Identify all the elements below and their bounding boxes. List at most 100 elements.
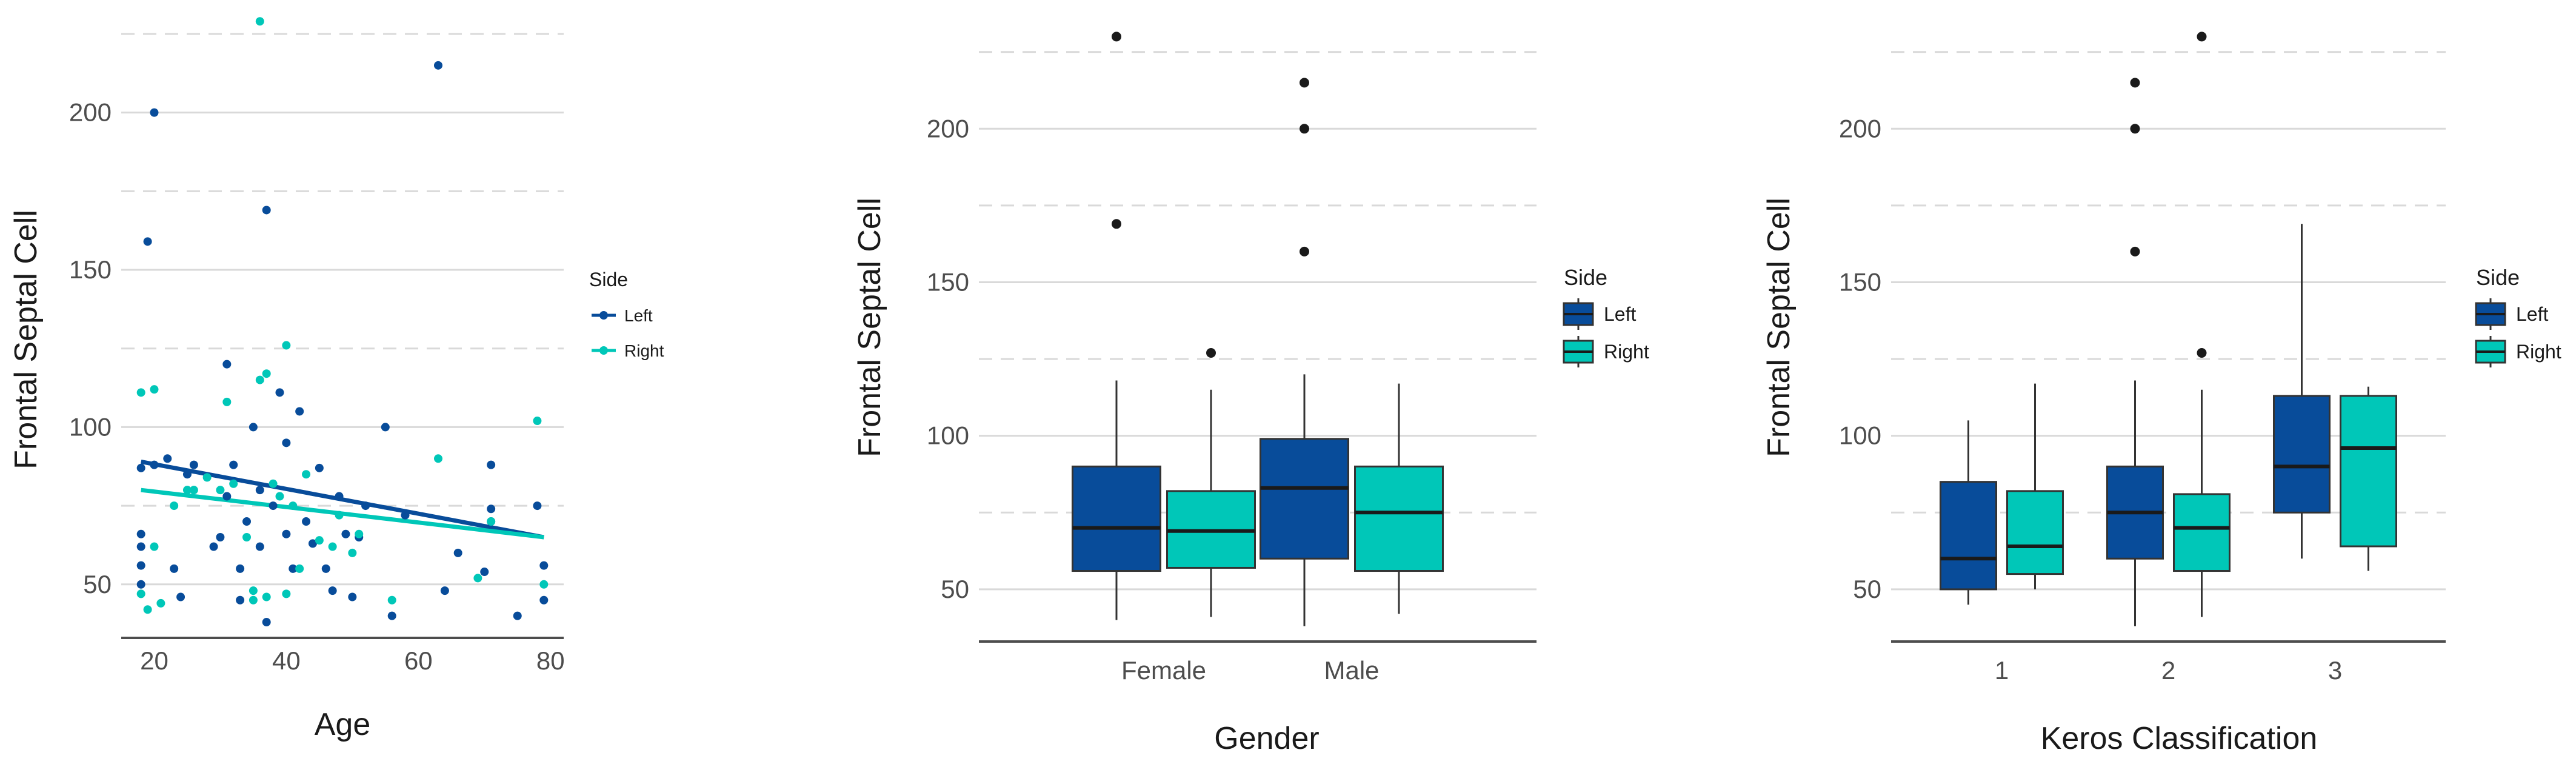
point-right bbox=[143, 605, 152, 614]
y-tick-label: 200 bbox=[69, 98, 112, 127]
outlier-male-left bbox=[1300, 246, 1309, 256]
point-right bbox=[170, 501, 179, 511]
point-left bbox=[289, 564, 298, 573]
point-right bbox=[182, 486, 192, 495]
point-right bbox=[222, 397, 232, 406]
point-left bbox=[136, 542, 145, 551]
point-left bbox=[321, 564, 330, 573]
box-male-right bbox=[1354, 465, 1444, 572]
age-scatter-trend-lines bbox=[141, 460, 544, 540]
outlier-2-left bbox=[2130, 246, 2140, 256]
keros-boxplot-legend: Side Left Right bbox=[2475, 265, 2561, 367]
gender-boxplot-grid bbox=[979, 51, 1537, 591]
point-right bbox=[487, 517, 496, 526]
point-right bbox=[150, 385, 159, 394]
point-left bbox=[302, 517, 311, 526]
age-scatter-x-ticks: 20 40 60 80 bbox=[140, 646, 564, 675]
point-right bbox=[282, 341, 291, 350]
box-male-left bbox=[1260, 438, 1349, 560]
y-tick-label: 100 bbox=[69, 412, 112, 441]
x-tick-label: 3 bbox=[2328, 656, 2342, 685]
point-left bbox=[216, 532, 225, 541]
x-tick-label: Male bbox=[1324, 656, 1379, 685]
point-right bbox=[216, 486, 225, 495]
point-right bbox=[473, 574, 482, 583]
point-left bbox=[328, 586, 337, 595]
y-tick-label: 100 bbox=[1839, 421, 1881, 450]
outlier-2-right bbox=[2197, 347, 2207, 358]
keros-boxplot-x-title: Keros Classification bbox=[2041, 721, 2318, 756]
legend-label-left: Left bbox=[1604, 303, 1636, 325]
point-left bbox=[533, 501, 542, 511]
box-1-right bbox=[2006, 490, 2064, 575]
point-right bbox=[295, 564, 304, 573]
point-right bbox=[242, 532, 252, 541]
point-left bbox=[539, 595, 549, 605]
point-left bbox=[295, 407, 304, 416]
point-left bbox=[150, 108, 159, 117]
keros-boxplot-x-ticks: 1 2 3 bbox=[1995, 656, 2342, 685]
x-tick-label: Female bbox=[1121, 656, 1206, 685]
point-right bbox=[255, 375, 264, 384]
point-left bbox=[282, 529, 291, 538]
point-left bbox=[136, 463, 145, 472]
outlier-female-right bbox=[1206, 347, 1216, 358]
age-scatter-y-ticks: 50 100 150 200 bbox=[69, 98, 112, 598]
point-left bbox=[308, 539, 317, 548]
point-right bbox=[328, 542, 337, 551]
point-right bbox=[315, 536, 324, 545]
x-tick-label: 80 bbox=[536, 646, 565, 675]
x-tick-label: 1 bbox=[1995, 656, 2009, 685]
point-left bbox=[189, 460, 198, 469]
legend-label-left: Left bbox=[624, 306, 653, 325]
point-left bbox=[341, 529, 350, 538]
point-left bbox=[433, 61, 442, 70]
point-left bbox=[209, 542, 218, 551]
keros-boxplot-y-ticks: 50 100 150 200 bbox=[1839, 114, 1881, 603]
gender-boxplot-x-ticks: Female Male bbox=[1121, 656, 1380, 685]
point-right bbox=[136, 589, 145, 598]
point-right bbox=[189, 486, 198, 495]
point-left bbox=[136, 580, 145, 589]
point-left bbox=[242, 517, 252, 526]
gender-boxplot-y-ticks: 50 100 150 200 bbox=[927, 114, 969, 603]
point-left bbox=[249, 423, 258, 432]
age-scatter-y-title: Frontal Septal Cell bbox=[8, 210, 44, 469]
outlier-male-left bbox=[1300, 78, 1309, 88]
age-scatter-points bbox=[136, 17, 549, 627]
outlier-2-left bbox=[2130, 124, 2140, 134]
point-right bbox=[289, 501, 298, 511]
legend-title: Side bbox=[589, 269, 628, 290]
point-right bbox=[255, 17, 264, 26]
point-left bbox=[170, 564, 179, 573]
point-left bbox=[136, 529, 145, 538]
point-left bbox=[275, 388, 284, 397]
point-left bbox=[236, 595, 245, 605]
y-tick-label: 100 bbox=[927, 421, 969, 450]
y-tick-label: 50 bbox=[83, 570, 112, 598]
legend-title: Side bbox=[1564, 265, 1607, 290]
legend-key-dot bbox=[599, 311, 608, 320]
point-right bbox=[136, 388, 145, 397]
point-left bbox=[269, 501, 278, 511]
point-right bbox=[150, 542, 159, 551]
y-tick-label: 150 bbox=[927, 268, 969, 297]
point-right bbox=[539, 580, 549, 589]
point-right bbox=[156, 598, 165, 608]
age-scatter-panel: 50 100 150 200 20 40 60 80 Age Frontal Septal … bbox=[8, 17, 664, 742]
point-right bbox=[282, 589, 291, 598]
y-tick-label: 150 bbox=[1839, 268, 1881, 297]
point-right bbox=[348, 548, 357, 557]
outlier-female-left bbox=[1112, 219, 1121, 229]
point-left bbox=[176, 592, 185, 601]
point-left bbox=[480, 568, 489, 577]
point-left bbox=[348, 592, 357, 601]
point-left bbox=[262, 206, 271, 215]
point-right bbox=[387, 595, 396, 605]
point-left bbox=[143, 237, 152, 246]
point-right bbox=[335, 511, 344, 520]
point-left bbox=[236, 564, 245, 573]
box-1-left bbox=[1940, 481, 1997, 591]
point-left bbox=[255, 486, 264, 495]
